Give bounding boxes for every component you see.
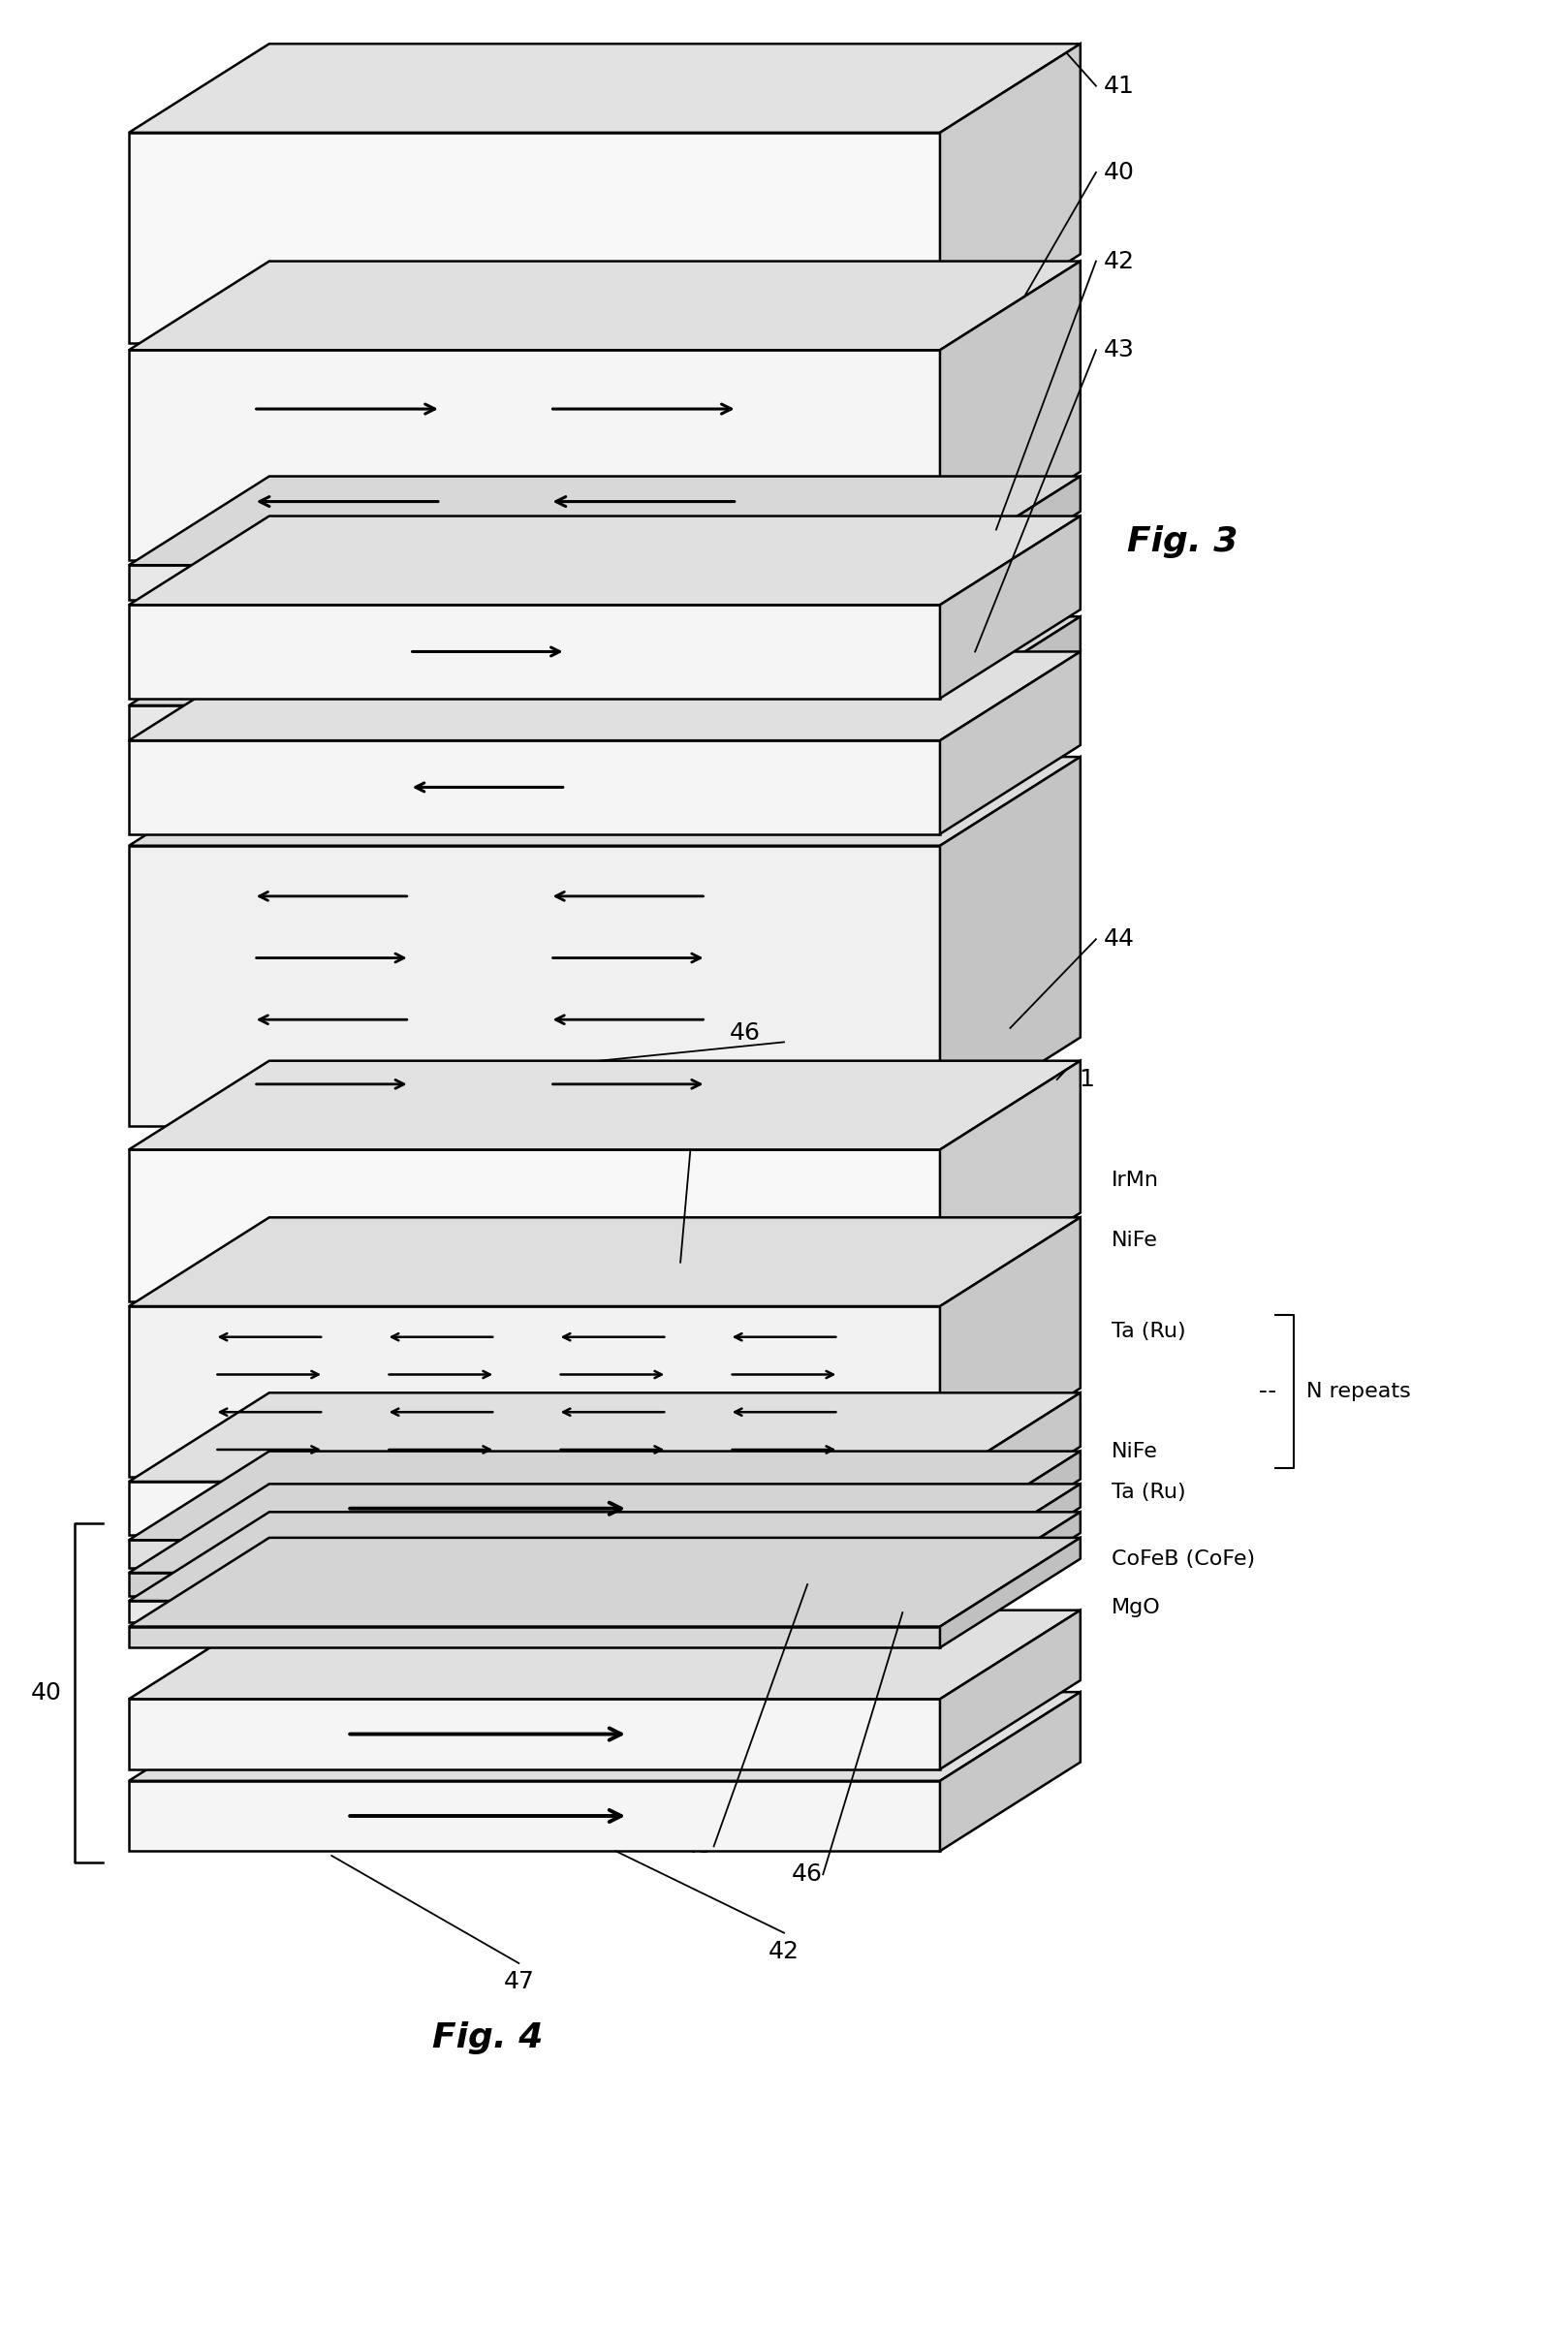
- Polygon shape: [129, 652, 1080, 741]
- Polygon shape: [129, 476, 1080, 565]
- Polygon shape: [939, 1394, 1080, 1534]
- Polygon shape: [939, 45, 1080, 343]
- Polygon shape: [129, 516, 1080, 605]
- Text: 45: 45: [637, 1138, 666, 1161]
- Polygon shape: [129, 1150, 939, 1302]
- Text: 42: 42: [768, 1940, 800, 1964]
- Polygon shape: [129, 1609, 1080, 1699]
- Text: N repeats: N repeats: [1306, 1382, 1411, 1401]
- Polygon shape: [129, 1539, 939, 1567]
- Text: NiFe: NiFe: [1112, 1232, 1159, 1250]
- Polygon shape: [129, 1600, 939, 1621]
- Polygon shape: [129, 1691, 1080, 1781]
- Polygon shape: [129, 1513, 1080, 1600]
- Text: NiFe: NiFe: [1112, 1443, 1159, 1462]
- Polygon shape: [939, 1452, 1080, 1567]
- Polygon shape: [129, 1452, 1080, 1539]
- Text: MgO: MgO: [1112, 1598, 1160, 1616]
- Polygon shape: [129, 845, 939, 1126]
- Polygon shape: [129, 1218, 1080, 1307]
- Polygon shape: [129, 350, 939, 561]
- Polygon shape: [129, 1394, 1080, 1483]
- Polygon shape: [939, 1691, 1080, 1851]
- Polygon shape: [129, 1626, 939, 1647]
- Polygon shape: [129, 605, 939, 699]
- Text: 46: 46: [729, 1021, 760, 1044]
- Polygon shape: [129, 565, 939, 601]
- Text: 41: 41: [1104, 75, 1135, 99]
- Polygon shape: [939, 1513, 1080, 1621]
- Polygon shape: [939, 1218, 1080, 1478]
- Text: Fig. 3: Fig. 3: [1127, 526, 1239, 558]
- Polygon shape: [939, 476, 1080, 601]
- Text: 41: 41: [1065, 1067, 1096, 1091]
- Polygon shape: [129, 134, 939, 343]
- Text: CoFeB (CoFe): CoFeB (CoFe): [1112, 1548, 1254, 1569]
- Polygon shape: [939, 758, 1080, 1126]
- Polygon shape: [129, 1307, 939, 1478]
- Text: 46: 46: [792, 1863, 823, 1886]
- Polygon shape: [129, 706, 939, 741]
- Text: IrMn: IrMn: [1112, 1171, 1159, 1189]
- Polygon shape: [939, 1609, 1080, 1769]
- Text: 44: 44: [1104, 927, 1135, 950]
- Polygon shape: [129, 1699, 939, 1769]
- Polygon shape: [129, 1781, 939, 1851]
- Polygon shape: [939, 1485, 1080, 1595]
- Text: 40: 40: [1104, 162, 1135, 183]
- Polygon shape: [129, 741, 939, 833]
- Polygon shape: [129, 1483, 939, 1534]
- Polygon shape: [129, 1572, 939, 1595]
- Text: 42: 42: [1104, 249, 1135, 272]
- Polygon shape: [129, 758, 1080, 845]
- Polygon shape: [129, 260, 1080, 350]
- Polygon shape: [939, 516, 1080, 699]
- Text: 47: 47: [503, 1971, 535, 1994]
- Polygon shape: [939, 260, 1080, 561]
- Polygon shape: [129, 617, 1080, 706]
- Polygon shape: [939, 1537, 1080, 1647]
- Polygon shape: [939, 652, 1080, 833]
- Text: Ta (Ru): Ta (Ru): [1112, 1323, 1185, 1342]
- Polygon shape: [939, 617, 1080, 741]
- Text: Fig. 4: Fig. 4: [433, 2022, 543, 2055]
- Polygon shape: [129, 1485, 1080, 1572]
- Polygon shape: [939, 1060, 1080, 1302]
- Text: 43: 43: [1104, 338, 1135, 361]
- Text: 45: 45: [682, 1835, 713, 1858]
- Polygon shape: [129, 1537, 1080, 1626]
- Text: Ta (Ru): Ta (Ru): [1112, 1483, 1185, 1501]
- Polygon shape: [129, 45, 1080, 134]
- Text: 40: 40: [31, 1682, 61, 1706]
- Polygon shape: [129, 1060, 1080, 1150]
